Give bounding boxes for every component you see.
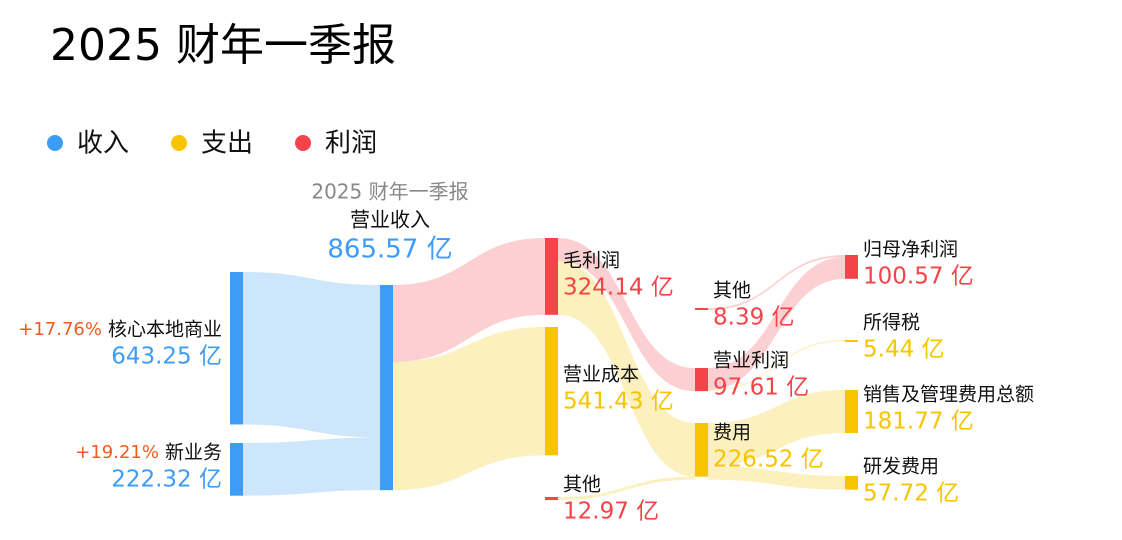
- link: [708, 256, 845, 390]
- node-name: 销售及管理费用总额: [863, 384, 1034, 406]
- node-value: 222.32 亿: [111, 467, 222, 493]
- node-name: 其他: [563, 474, 601, 496]
- node-value: 100.57 亿: [863, 264, 974, 290]
- link: [393, 238, 545, 362]
- chart-title: 2025 财年一季报: [50, 20, 396, 71]
- link: [558, 476, 695, 501]
- nodes: [230, 238, 858, 501]
- legend-label: 利润: [325, 129, 377, 159]
- node: [845, 476, 858, 490]
- node: [845, 390, 858, 434]
- node: [380, 285, 393, 491]
- node: [230, 272, 243, 425]
- node-name: 毛利润: [563, 250, 620, 272]
- node-value: 226.52 亿: [713, 447, 824, 473]
- node: [545, 238, 558, 315]
- link: [243, 437, 380, 496]
- link: [558, 261, 695, 477]
- node-value: 5.44 亿: [863, 337, 945, 363]
- subtitle: 2025 财年一季报: [311, 180, 468, 204]
- legend-label: 收入: [77, 129, 129, 159]
- node-name: 费用: [713, 422, 751, 444]
- link: [558, 238, 695, 392]
- node-name: 营业收入: [350, 208, 430, 232]
- node: [545, 497, 558, 501]
- node: [545, 327, 558, 456]
- node: [845, 255, 858, 279]
- legend-label: 支出: [201, 129, 253, 159]
- node: [230, 443, 243, 496]
- node-value: 324.14 亿: [563, 275, 674, 301]
- node-value: 865.57 亿: [327, 235, 452, 265]
- legend-dot: [171, 135, 188, 151]
- node-value: 97.61 亿: [713, 375, 809, 401]
- node: [695, 368, 708, 392]
- link: [393, 327, 545, 491]
- link: [708, 255, 845, 310]
- node-name: 其他: [713, 280, 751, 302]
- growth-label: +17.76%: [18, 319, 102, 340]
- node-value: 57.72 亿: [863, 481, 959, 507]
- node-name: 核心本地商业: [108, 319, 222, 341]
- node-name: 研发费用: [863, 456, 939, 478]
- growth-label: +19.21%: [75, 442, 159, 463]
- legend-dot: [295, 135, 312, 151]
- node-name: 所得税: [863, 312, 920, 334]
- node-value: 643.25 亿: [111, 344, 222, 370]
- node-value: 181.77 亿: [863, 409, 974, 435]
- node-value: 541.43 亿: [563, 389, 674, 415]
- node-name: 新业务: [165, 442, 222, 464]
- node-value: 12.97 亿: [563, 499, 659, 525]
- link: [708, 390, 845, 467]
- node: [695, 423, 708, 477]
- node: [695, 308, 708, 310]
- legend-dot: [47, 135, 63, 151]
- node-name: 归母净利润: [863, 239, 958, 261]
- links: [243, 238, 845, 501]
- node: [845, 340, 858, 342]
- node-value: 8.39 亿: [713, 305, 795, 331]
- link: [708, 466, 845, 490]
- node-name: 营业利润: [713, 350, 789, 372]
- link: [243, 272, 380, 438]
- link: [708, 340, 845, 392]
- node-name: 营业成本: [563, 364, 639, 386]
